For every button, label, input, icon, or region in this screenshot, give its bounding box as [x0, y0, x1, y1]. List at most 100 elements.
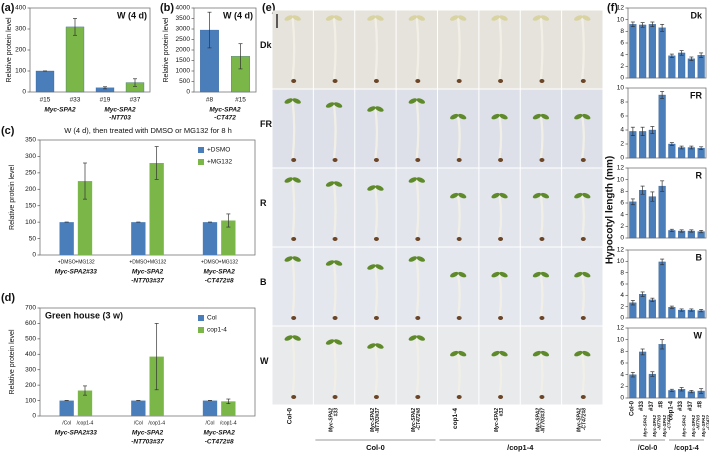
chart-title: W (4 d), then treated with DMSO or MG132… [64, 126, 232, 135]
cotyledon [292, 177, 301, 183]
seed-coat [373, 395, 379, 399]
bar [639, 351, 647, 399]
seedling-stem [332, 104, 337, 159]
cotyledon [532, 192, 542, 199]
seedling-stem [498, 353, 503, 396]
cotyledon [292, 15, 301, 21]
bar [648, 24, 656, 79]
group-label: /cop1-4 [507, 443, 534, 452]
bar-label: /Col [134, 420, 143, 426]
cotyledon [333, 339, 343, 345]
panel-letter: (e) [262, 2, 276, 14]
legend-swatch [198, 327, 204, 333]
y-tick-label: 1500 [176, 57, 191, 64]
bar [658, 344, 666, 399]
cotyledon [367, 15, 376, 21]
bar-label: /cop1-4 [77, 420, 94, 426]
cotyledon [540, 113, 550, 120]
y-tick-label: 500 [179, 78, 190, 85]
y-tick-label: 12 [617, 5, 625, 12]
column-label: Myc-SPA2 [535, 408, 541, 432]
bar [648, 373, 656, 399]
y-tick-label: 4 [620, 211, 624, 218]
y-tick-label: 8 [620, 99, 624, 106]
category-note: Myc-SPA2 [652, 415, 657, 437]
cotyledon [491, 15, 500, 21]
seedling-stem [374, 187, 379, 238]
cotyledon [574, 271, 583, 278]
seedling-stem [374, 266, 379, 317]
seedling-stem [581, 353, 585, 396]
category-note: -NT703 [696, 415, 701, 431]
seed-coat [498, 79, 504, 83]
x-tick-label: #33 [639, 400, 645, 411]
y-tick-label: 300 [15, 26, 26, 33]
seed-coat [332, 316, 338, 320]
cotyledon [375, 15, 384, 21]
chart-title: Dk [690, 10, 702, 20]
cotyledon [367, 185, 376, 191]
y-tick-label: 350 [25, 137, 36, 144]
y-tick-label: 10 [617, 85, 625, 92]
x-tick-label: #37 [649, 400, 655, 411]
category-note: Myc-SPA2 [691, 415, 696, 437]
cotyledon [491, 271, 500, 278]
y-axis-label: Relative protein level [163, 17, 170, 82]
x-tick-label: #33 [70, 97, 81, 104]
seed-coat [498, 316, 504, 320]
category-label: Myc-SPA2#33 [55, 269, 98, 276]
bar [202, 222, 218, 255]
cotyledon [491, 350, 500, 357]
cotyledon [367, 343, 376, 349]
seed-coat [415, 79, 421, 83]
bar [77, 181, 93, 255]
group-label: /Col-0 [638, 445, 658, 452]
seedling-stem [415, 179, 420, 238]
seedling-stem [498, 116, 503, 159]
legend-swatch [198, 159, 204, 165]
group-label: Col-0 [366, 443, 385, 452]
cotyledon [416, 15, 425, 21]
bar [221, 220, 236, 255]
cotyledon [416, 98, 425, 104]
bar-label: +DMSO [58, 259, 76, 265]
y-tick-label: 1000 [176, 68, 191, 75]
y-tick-label: 600 [25, 320, 36, 327]
cotyledon [416, 177, 425, 183]
category-note: Myc-SPA2 [681, 415, 686, 437]
category-label: -CT472#8 [205, 278, 234, 285]
y-tick-label: 0 [32, 252, 36, 259]
chart-title: B [696, 252, 703, 262]
group-label: -NT703 [109, 115, 131, 122]
plot-frame [39, 307, 256, 417]
y-tick-label: 0 [620, 235, 624, 242]
column-label: -NT703#37 [375, 408, 381, 433]
seedling-stem [457, 116, 461, 159]
y-tick-label: 300 [25, 366, 36, 373]
legend-label: +DSMO [207, 147, 230, 154]
seedling-stem [498, 17, 503, 80]
group-label: Myc-SPA2 [104, 107, 136, 114]
seedling-stem [291, 337, 296, 396]
column-label: cop1-4 [452, 408, 459, 429]
column-label: Myc-SPA2 [370, 408, 376, 432]
cotyledon [540, 192, 550, 199]
seedling-stem [457, 195, 461, 238]
y-tick-label: 0 [620, 395, 624, 402]
y-tick-label: 100 [15, 68, 26, 75]
y-tick-label: 0 [620, 75, 624, 82]
category-label: Myc-SPA2 [204, 269, 236, 276]
row-label: W [260, 356, 269, 366]
seed-coat [291, 395, 297, 399]
cotyledon [408, 177, 417, 183]
seed-coat [415, 316, 421, 320]
seedling-stem [374, 17, 379, 80]
y-tick-label: 250 [25, 170, 36, 177]
y-tick-label: 150 [25, 202, 36, 209]
y-tick-label: 0 [32, 413, 36, 420]
row-label: R [260, 198, 267, 208]
group-label: Myc-SPA2 [209, 107, 241, 114]
cotyledon [284, 335, 293, 341]
cotyledon [582, 192, 591, 199]
seed-coat [456, 79, 462, 83]
